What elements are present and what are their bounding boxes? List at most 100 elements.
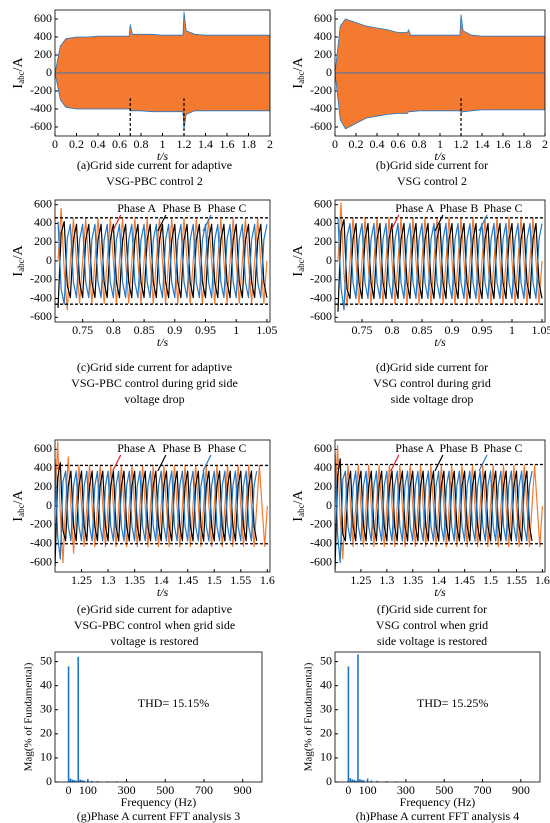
y-tick-label: 400 [34, 460, 52, 474]
x-tick-label: 0.8 [412, 137, 427, 151]
bar [349, 778, 352, 782]
series-label-arrow [202, 454, 212, 472]
y-tick-label: 600 [314, 11, 332, 25]
x-axis-label: Frequency (Hz) [121, 795, 197, 809]
bar [385, 781, 388, 782]
y-tick-label: 50 [40, 653, 52, 667]
series-label: Phase C [484, 201, 523, 215]
y-tick-label: -200 [30, 272, 52, 286]
series-label-arrow [434, 214, 444, 232]
y-tick-label: 0 [46, 498, 52, 512]
y-tick-label: -200 [310, 83, 332, 97]
x-tick-label: 300 [118, 783, 136, 797]
bar [355, 780, 357, 782]
bar [81, 780, 83, 782]
x-tick-label: 1.55 [506, 573, 527, 587]
y-axis-label: Iabc/A [291, 245, 306, 277]
y-tick-label: 400 [314, 29, 332, 43]
series-label-arrow [478, 214, 488, 232]
x-tick-label: 900 [234, 783, 252, 797]
bar [376, 780, 378, 782]
y-axis-label-part: abc [16, 259, 26, 272]
series-label-arrow [157, 454, 167, 472]
x-tick-label: 1.3 [101, 573, 116, 587]
x-tick-label: 1.8 [241, 137, 256, 151]
y-tick-label: -600 [310, 554, 332, 568]
x-axis-label: Frequency (Hz) [400, 795, 476, 809]
series-line [57, 221, 268, 305]
x-tick-label: 1.4 [431, 573, 446, 587]
x-tick-label: 300 [397, 783, 415, 797]
plot-frame [334, 439, 546, 573]
panel: 0.75 0.8 0.85 0.9 0.95 1 1.05 -600 -400 -200 0 200 4… [291, 196, 550, 405]
series-label: Phase A [117, 441, 156, 455]
x-tick-label: 1.05 [256, 323, 277, 337]
series-line [55, 458, 258, 560]
caption: (c)Grid side current for adaptive [77, 360, 232, 374]
y-axis-label-part: I [291, 517, 306, 522]
series-label-arrow [390, 454, 400, 472]
caption: (h)Phase A current FFT analysis 4 [356, 809, 519, 823]
y-tick-label: -400 [30, 535, 52, 549]
bar [67, 666, 70, 782]
x-axis-label: t/s [434, 585, 446, 599]
y-tick-label: 600 [314, 196, 332, 210]
y-tick-label: 0 [46, 65, 52, 79]
bar [83, 780, 85, 782]
x-tick-label: 0.75 [352, 323, 373, 337]
caption: VSG control 2 [397, 174, 467, 188]
bar [73, 780, 76, 782]
y-tick-label: -600 [30, 554, 52, 568]
label-bg [481, 202, 525, 216]
x-tick-label: 1.55 [230, 573, 251, 587]
envelope-area [335, 72, 545, 130]
annotation: THD= 15.15% [138, 696, 209, 710]
x-axis-label: t/s [434, 149, 446, 163]
bar [90, 780, 93, 782]
x-tick-label: 0.85 [412, 323, 433, 337]
x-tick-label: 1.6 [496, 137, 511, 151]
y-tick-label: 200 [314, 234, 332, 248]
x-tick-label: 0.2 [349, 137, 364, 151]
plot-frame [54, 199, 271, 323]
marks [55, 441, 270, 567]
x-tick-label: 500 [435, 783, 453, 797]
series-label-arrow [202, 214, 212, 232]
x-tick-label: 0 [52, 137, 58, 151]
series-label-arrow [112, 454, 122, 472]
y-tick-label: 400 [314, 460, 332, 474]
marks [347, 654, 407, 782]
bar [370, 780, 373, 782]
x-tick-label: 1.4 [198, 137, 213, 151]
caption: VSG control during grid [373, 376, 491, 390]
series-label-arrow [390, 214, 400, 232]
x-tick-label: 0.4 [370, 137, 385, 151]
x-tick-label: 0.9 [167, 323, 182, 337]
y-axis-label: Iabc/A [11, 245, 26, 277]
y-tick-label: 200 [314, 47, 332, 61]
y-tick-label: 0 [326, 65, 332, 79]
series-label-arrow [478, 454, 488, 472]
x-tick-label: 0.75 [72, 323, 93, 337]
y-tick-label: 200 [34, 47, 52, 61]
x-axis-label: t/s [434, 335, 446, 349]
x-axis-label: t/s [157, 149, 169, 163]
y-axis-label-part: abc [16, 71, 26, 84]
x-tick-label: 1.4 [475, 137, 490, 151]
marks [67, 656, 128, 782]
marks [55, 207, 270, 311]
y-axis-label-part: abc [16, 504, 26, 517]
y-tick-label: 400 [34, 29, 52, 43]
y-tick-label: 20 [40, 726, 52, 740]
x-tick-label: 1 [233, 323, 239, 337]
x-tick-label: 1.05 [532, 323, 550, 337]
label-bg [436, 202, 481, 216]
bar [347, 666, 350, 782]
y-axis-label-part: I [291, 272, 306, 277]
label-bg [205, 442, 249, 456]
y-axis-label-part: I [11, 517, 26, 522]
label-bg [436, 442, 481, 456]
envelope-area [55, 72, 270, 129]
x-tick-label: 500 [156, 783, 174, 797]
